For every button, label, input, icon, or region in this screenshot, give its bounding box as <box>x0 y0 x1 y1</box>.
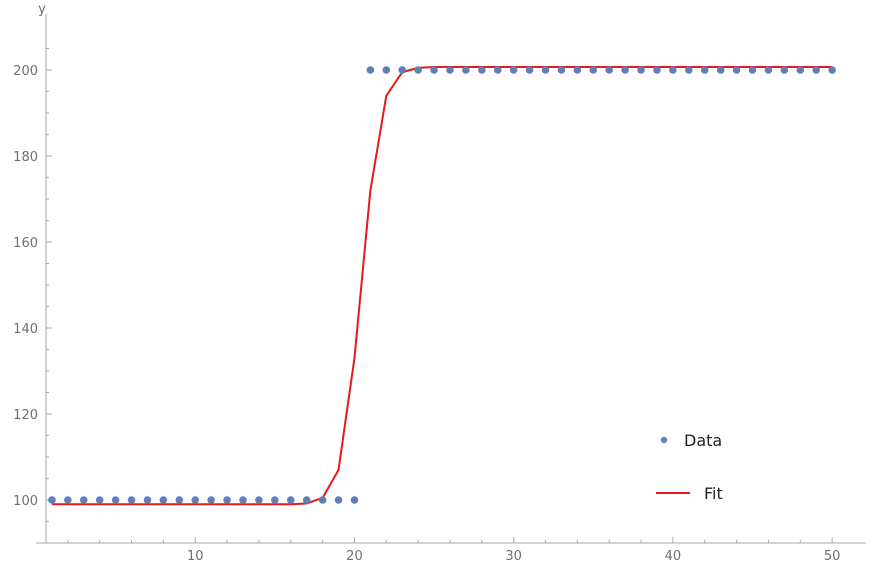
data-point <box>828 66 836 74</box>
fit-line <box>51 65 833 506</box>
x-tick-label: 40 <box>665 549 682 564</box>
data-point <box>669 66 677 74</box>
data-point <box>685 66 693 74</box>
data-point <box>334 496 343 504</box>
data-point <box>589 66 598 74</box>
tick-marks <box>46 48 833 543</box>
data-point <box>414 66 422 74</box>
data-point <box>286 496 295 504</box>
data-point <box>223 496 231 504</box>
data-point <box>621 66 629 74</box>
data-point <box>509 66 518 74</box>
plot-area <box>48 65 836 506</box>
data-point <box>796 66 805 74</box>
y-tick-label: 120 <box>13 408 38 423</box>
data-point <box>143 496 152 504</box>
data-point <box>175 496 184 504</box>
x-tick-label: 10 <box>187 549 204 564</box>
data-point <box>111 496 120 504</box>
data-point <box>653 66 661 74</box>
data-point <box>239 496 247 504</box>
data-point <box>573 66 582 74</box>
data-point <box>605 66 614 74</box>
data-point <box>493 66 502 74</box>
y-axis-label: y <box>38 2 46 17</box>
data-point <box>764 66 773 74</box>
legend-label-fit: Fit <box>704 484 723 503</box>
data-point <box>732 66 741 74</box>
data-point <box>64 496 72 504</box>
data-point <box>541 66 550 74</box>
data-point <box>207 496 215 504</box>
data-point <box>525 66 534 74</box>
x-tick-label: 20 <box>346 549 363 564</box>
data-point <box>700 66 709 74</box>
data-point <box>478 66 486 74</box>
data-point <box>462 66 470 74</box>
data-point <box>127 496 136 504</box>
legend-label-data: Data <box>684 431 722 450</box>
data-point <box>350 496 359 504</box>
data-point <box>95 496 104 504</box>
data-point <box>446 66 454 74</box>
data-point <box>812 66 820 74</box>
data-point <box>191 496 200 504</box>
x-tick-label: 30 <box>505 549 522 564</box>
data-point <box>780 66 789 74</box>
data-point <box>255 496 263 504</box>
y-tick-label: 160 <box>13 236 38 251</box>
data-point <box>159 496 168 504</box>
y-tick-label: 180 <box>13 150 38 165</box>
data-point <box>366 66 375 74</box>
data-point <box>48 496 56 504</box>
data-point <box>637 66 645 74</box>
y-tick-label: 140 <box>13 322 38 337</box>
axes <box>36 14 866 544</box>
data-point <box>302 496 311 504</box>
data-point <box>716 66 725 74</box>
data-point <box>398 66 407 74</box>
y-tick-label: 100 <box>13 494 38 509</box>
data-point <box>79 496 88 504</box>
legend: Data Fit <box>656 431 723 503</box>
x-tick-label: 50 <box>824 549 841 564</box>
data-point <box>271 496 279 504</box>
data-point <box>748 66 757 74</box>
y-tick-label: 200 <box>13 64 38 79</box>
tick-labels: 10 20 30 40 50 100 120 140 160 180 200 <box>13 64 840 564</box>
data-point <box>557 66 566 74</box>
data-point <box>318 496 327 504</box>
data-point <box>430 66 438 74</box>
data-point <box>382 66 391 74</box>
legend-marker-data <box>660 436 668 444</box>
